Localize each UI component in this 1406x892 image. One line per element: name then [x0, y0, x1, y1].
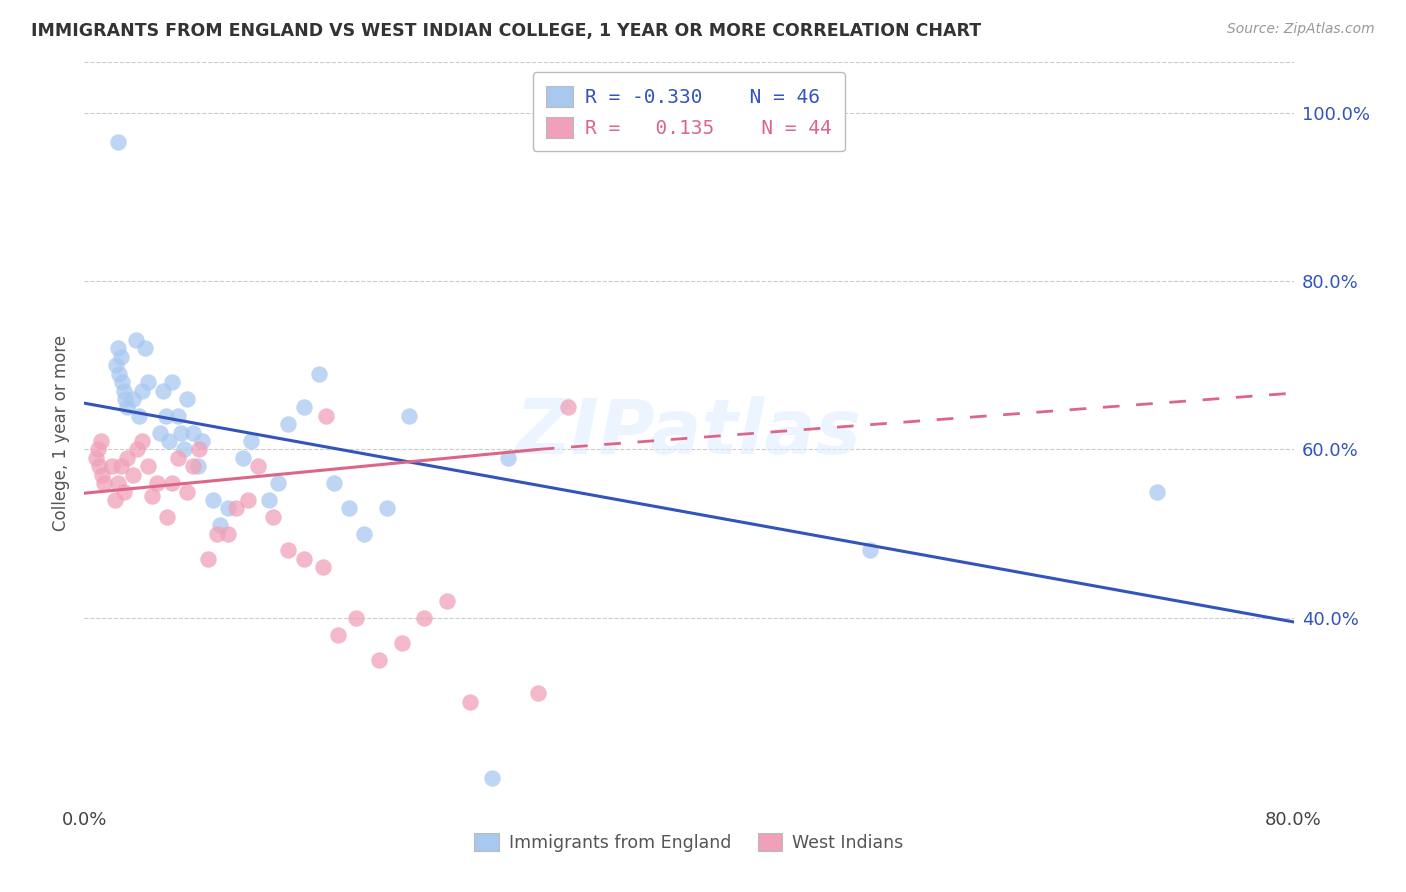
Point [173, 442, 195, 457]
Point [292, 401, 315, 415]
Point [368, 653, 391, 667]
Point [121, 392, 143, 406]
Point [176, 484, 198, 499]
Point [87, 442, 110, 457]
Point [176, 392, 198, 406]
Point [413, 610, 436, 624]
Point [312, 560, 335, 574]
Point [127, 442, 149, 457]
Text: Source: ZipAtlas.com: Source: ZipAtlas.com [1227, 22, 1375, 37]
Point [152, 384, 174, 398]
Point [292, 551, 315, 566]
Point [181, 459, 204, 474]
Point [375, 501, 398, 516]
Point [104, 492, 127, 507]
Point [115, 401, 138, 415]
Point [90, 434, 112, 448]
Point [267, 476, 290, 491]
Point [225, 501, 247, 516]
Point [481, 771, 503, 785]
Point [315, 409, 337, 423]
Point [89, 459, 111, 474]
Point [107, 476, 129, 491]
Point [121, 467, 143, 482]
Point [110, 350, 132, 364]
Point [209, 518, 232, 533]
Point [1146, 484, 1168, 499]
Point [110, 459, 132, 474]
Point [141, 489, 163, 503]
Point [557, 401, 579, 415]
Point [188, 442, 211, 457]
Legend: Immigrants from England, West Indians: Immigrants from England, West Indians [465, 824, 912, 861]
Point [181, 425, 204, 440]
Text: IMMIGRANTS FROM ENGLAND VS WEST INDIAN COLLEGE, 1 YEAR OR MORE CORRELATION CHART: IMMIGRANTS FROM ENGLAND VS WEST INDIAN C… [31, 22, 981, 40]
Point [257, 492, 280, 507]
Point [239, 434, 262, 448]
Point [93, 476, 115, 491]
Point [160, 375, 183, 389]
Point [86, 450, 108, 465]
Point [236, 492, 259, 507]
Point [167, 450, 190, 465]
Y-axis label: College, 1 year or more: College, 1 year or more [52, 334, 70, 531]
Point [112, 384, 135, 398]
Point [337, 501, 360, 516]
Point [91, 467, 114, 482]
Point [191, 434, 214, 448]
Point [353, 526, 375, 541]
Point [322, 476, 344, 491]
Point [207, 526, 229, 541]
Point [112, 484, 135, 499]
Point [131, 434, 153, 448]
Point [146, 476, 169, 491]
Point [247, 459, 270, 474]
Point [131, 384, 153, 398]
Point [108, 367, 131, 381]
Point [398, 409, 420, 423]
Point [187, 459, 209, 474]
Point [156, 509, 179, 524]
Point [346, 610, 368, 624]
Point [197, 551, 219, 566]
Text: ZIPatlas: ZIPatlas [516, 396, 862, 469]
Point [155, 409, 177, 423]
Point [167, 409, 190, 423]
Point [107, 342, 129, 356]
Point [232, 450, 254, 465]
Point [107, 136, 129, 150]
Point [262, 509, 284, 524]
Point [308, 367, 330, 381]
Point [170, 425, 193, 440]
Point [125, 333, 148, 347]
Point [114, 392, 136, 406]
Point [105, 359, 128, 373]
Point [436, 594, 458, 608]
Point [136, 375, 159, 389]
Point [134, 342, 156, 356]
Point [100, 459, 122, 474]
Point [149, 425, 172, 440]
Point [277, 417, 299, 432]
Point [859, 543, 882, 558]
Point [496, 450, 519, 465]
Point [111, 375, 134, 389]
Point [527, 686, 550, 700]
Point [458, 695, 481, 709]
Point [115, 450, 138, 465]
Point [160, 476, 183, 491]
Point [217, 501, 239, 516]
Point [157, 434, 180, 448]
Point [217, 526, 239, 541]
Point [328, 627, 350, 641]
Point [201, 492, 224, 507]
Point [391, 636, 413, 650]
Point [277, 543, 299, 558]
Point [136, 459, 159, 474]
Point [128, 409, 150, 423]
